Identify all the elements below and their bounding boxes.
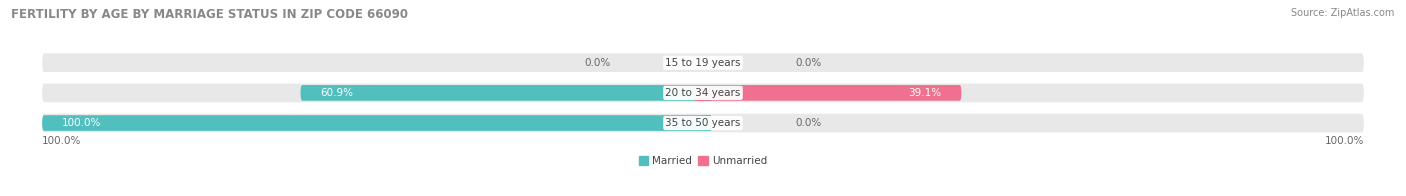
Bar	[703, 85, 711, 101]
Text: 35 to 50 years: 35 to 50 years	[665, 118, 741, 128]
Text: 0.0%: 0.0%	[796, 118, 821, 128]
FancyBboxPatch shape	[42, 114, 1364, 132]
Text: 15 to 19 years: 15 to 19 years	[665, 58, 741, 68]
Text: 39.1%: 39.1%	[908, 88, 942, 98]
Text: 100.0%: 100.0%	[42, 135, 82, 145]
FancyBboxPatch shape	[42, 115, 704, 131]
Text: 0.0%: 0.0%	[796, 58, 821, 68]
Text: 0.0%: 0.0%	[585, 58, 610, 68]
FancyBboxPatch shape	[42, 53, 1364, 72]
Text: Source: ZipAtlas.com: Source: ZipAtlas.com	[1291, 8, 1395, 18]
Text: 20 to 34 years: 20 to 34 years	[665, 88, 741, 98]
Text: FERTILITY BY AGE BY MARRIAGE STATUS IN ZIP CODE 66090: FERTILITY BY AGE BY MARRIAGE STATUS IN Z…	[11, 8, 408, 21]
Text: 100.0%: 100.0%	[1324, 135, 1364, 145]
Legend: Married, Unmarried: Married, Unmarried	[634, 152, 772, 170]
Bar	[703, 115, 711, 131]
Text: 60.9%: 60.9%	[321, 88, 353, 98]
FancyBboxPatch shape	[702, 85, 962, 101]
FancyBboxPatch shape	[42, 83, 1364, 102]
Text: 100.0%: 100.0%	[62, 118, 101, 128]
FancyBboxPatch shape	[301, 85, 704, 101]
Bar	[695, 85, 703, 101]
